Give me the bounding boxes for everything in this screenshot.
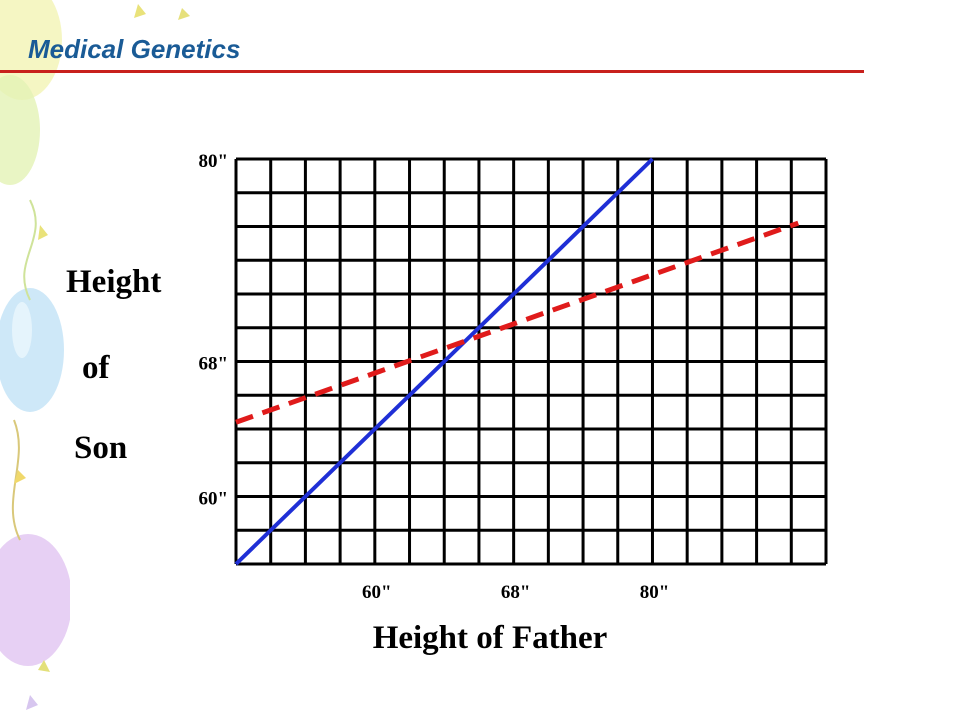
- confetti-top: [134, 4, 190, 20]
- x-axis-label: Height of Father: [373, 620, 608, 656]
- y-tick-labels: 60" 68" 80": [198, 151, 228, 510]
- chart-grid: [234, 157, 828, 566]
- x-tick-label: 60": [362, 582, 392, 603]
- y-axis-label-line-2: of: [82, 350, 111, 386]
- confetti: [26, 695, 38, 710]
- y-axis-label-line-1: Height: [66, 264, 161, 300]
- y-tick-label: 80": [198, 151, 228, 172]
- x-tick-label: 80": [640, 582, 670, 603]
- confetti: [14, 470, 26, 484]
- y-tick-label: 60": [198, 489, 228, 510]
- chart-series: [234, 157, 800, 566]
- y-axis-label-line-3: Son: [74, 430, 127, 466]
- regression-chart: 60" 68" 80" 60" 68" 80" Height of Son Height…: [66, 151, 828, 656]
- balloon-blue-highlight: [12, 302, 32, 358]
- confetti: [134, 4, 146, 18]
- balloon-blue: [0, 288, 64, 412]
- balloon-decoration: [0, 0, 70, 710]
- confetti: [178, 8, 190, 20]
- slide-title: Medical Genetics: [28, 34, 241, 64]
- balloon-purple: [0, 534, 70, 666]
- balloon-string: [23, 199, 37, 301]
- series-line-solid: [234, 157, 654, 566]
- title-divider: [0, 70, 864, 73]
- x-tick-label: 68": [501, 582, 531, 603]
- balloon-yellow: [0, 0, 62, 100]
- series-line-dashed: [235, 220, 800, 425]
- balloon-green: [0, 75, 40, 185]
- x-tick-labels: 60" 68" 80": [362, 582, 669, 603]
- confetti: [38, 660, 50, 672]
- confetti: [38, 225, 48, 240]
- y-tick-label: 68": [198, 354, 228, 375]
